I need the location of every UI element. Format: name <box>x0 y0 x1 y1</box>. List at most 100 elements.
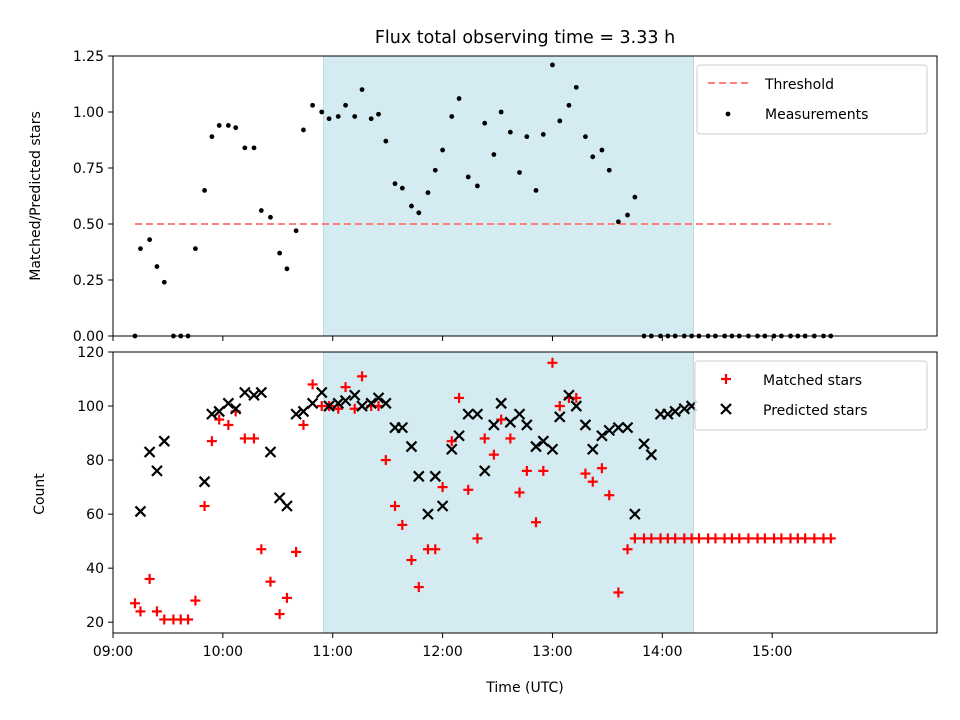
predicted-star-point-b <box>198 475 211 488</box>
predicted-star-point-b <box>306 397 319 410</box>
predicted-star-point-b <box>248 389 260 402</box>
matched-star-point <box>239 433 250 444</box>
predicted-star-point-b <box>348 389 361 402</box>
predicted-star-point <box>323 400 335 412</box>
matched-star-point <box>776 533 787 544</box>
predicted-star-point <box>488 419 500 431</box>
measurement-point <box>524 134 530 140</box>
predicted-star-point-b <box>380 397 392 410</box>
measurement-point <box>507 129 513 135</box>
predicted-star-point <box>339 394 352 407</box>
predicted-star-point <box>537 435 550 447</box>
top-y-tick-label: 0.00 <box>73 329 104 345</box>
predicted-star-point <box>372 392 385 404</box>
predicted-star-point-b <box>436 500 449 512</box>
x-tick-label: 11:00 <box>313 644 353 660</box>
predicted-star-point <box>198 475 211 488</box>
predicted-star-point-b <box>546 443 559 456</box>
legend-matched-marker <box>721 374 731 384</box>
predicted-star-point <box>554 411 566 423</box>
matched-star-point <box>734 533 745 544</box>
measurement-point <box>251 145 257 151</box>
x-tick-label: 15:00 <box>752 644 792 660</box>
predicted-star-point-b <box>579 419 592 431</box>
measurement-point <box>193 246 198 252</box>
matched-star-point <box>604 490 615 501</box>
predicted-star-point <box>621 421 634 434</box>
x-tick-label: 13:00 <box>532 644 572 660</box>
matched-star-point <box>190 595 201 606</box>
predicted-star-point <box>213 405 225 418</box>
top-axes-frame <box>112 55 938 337</box>
measurement-point <box>482 120 488 126</box>
predicted-star-point <box>513 408 526 420</box>
predicted-star-point <box>495 397 507 410</box>
predicted-star-point <box>570 400 583 412</box>
predicted-star-point <box>222 397 235 410</box>
predicted-star-point <box>239 386 251 399</box>
matched-star-point <box>135 606 146 617</box>
matched-star-point <box>580 468 591 479</box>
predicted-star-point <box>436 500 449 512</box>
bottom-y-tick-label: 120 <box>77 345 104 361</box>
legend-measurements-label: Measurements <box>765 107 868 123</box>
measurement-point <box>449 114 455 119</box>
predicted-star-point-b <box>453 429 465 442</box>
predicted-star-point <box>405 440 418 453</box>
legend-threshold-label: Threshold <box>764 77 834 93</box>
x-tick-label: 10:00 <box>203 644 243 660</box>
predicted-star-point-b <box>332 397 345 410</box>
predicted-star-point-b <box>151 465 163 477</box>
predicted-star-point <box>429 470 442 483</box>
matched-star-point <box>144 573 155 584</box>
legend-measurements-dot <box>725 111 731 117</box>
legend-predicted-label: Predicted stars <box>763 403 868 419</box>
matched-star-point <box>554 401 565 412</box>
predicted-star-point-b <box>281 500 293 512</box>
predicted-star-point-b <box>478 465 491 477</box>
predicted-star-point <box>462 408 475 420</box>
predicted-star-point-b <box>143 446 156 458</box>
predicted-star-point-b <box>255 386 268 399</box>
matched-star-point <box>547 357 558 368</box>
measurement-point <box>533 188 539 193</box>
matched-star-point <box>274 609 285 620</box>
predicted-star-point <box>365 397 377 410</box>
top-y-tick-label: 0.25 <box>73 273 104 289</box>
predicted-star-point <box>579 419 592 431</box>
predicted-star-point <box>248 389 260 402</box>
predicted-star-point <box>471 408 484 420</box>
predicted-star-point <box>678 402 691 415</box>
top-legend: Threshold Measurements <box>696 64 928 135</box>
predicted-star-point <box>603 424 616 437</box>
predicted-star-point <box>297 405 310 418</box>
measurement-point <box>625 212 630 218</box>
measurement-point <box>293 228 299 234</box>
predicted-star-point-b <box>629 508 641 520</box>
predicted-star-point-b <box>586 443 599 456</box>
predicted-star-point <box>315 386 328 399</box>
legend-predicted-marker-b <box>720 403 732 415</box>
measurement-point <box>301 127 306 133</box>
matched-star-point <box>463 484 474 495</box>
predicted-star-point <box>281 500 293 512</box>
matched-star-point <box>646 533 657 544</box>
measurement-point <box>147 237 153 243</box>
x-tick-label: 09:00 <box>93 644 133 660</box>
measurement-point <box>376 111 381 117</box>
measurement-point <box>425 190 431 196</box>
predicted-star-point-b <box>396 421 409 434</box>
top-y-tick-label: 1.00 <box>73 105 104 121</box>
predicted-star-point-b <box>678 402 691 415</box>
measurement-point <box>590 154 596 160</box>
measurement-point <box>599 147 605 153</box>
predicted-star-point <box>530 440 542 453</box>
matched-star-point <box>454 392 465 403</box>
matched-star-point <box>265 576 276 587</box>
measurement-point <box>606 167 612 173</box>
top-y-tick-label: 1.25 <box>73 49 104 65</box>
predicted-star-point <box>521 419 533 431</box>
bottom-panel: 20 40 60 80 100 120 09:00 10:00 11:00 12:00 13:00 1… <box>77 345 938 660</box>
matched-star-point <box>340 382 351 393</box>
predicted-star-point-b <box>372 392 385 404</box>
